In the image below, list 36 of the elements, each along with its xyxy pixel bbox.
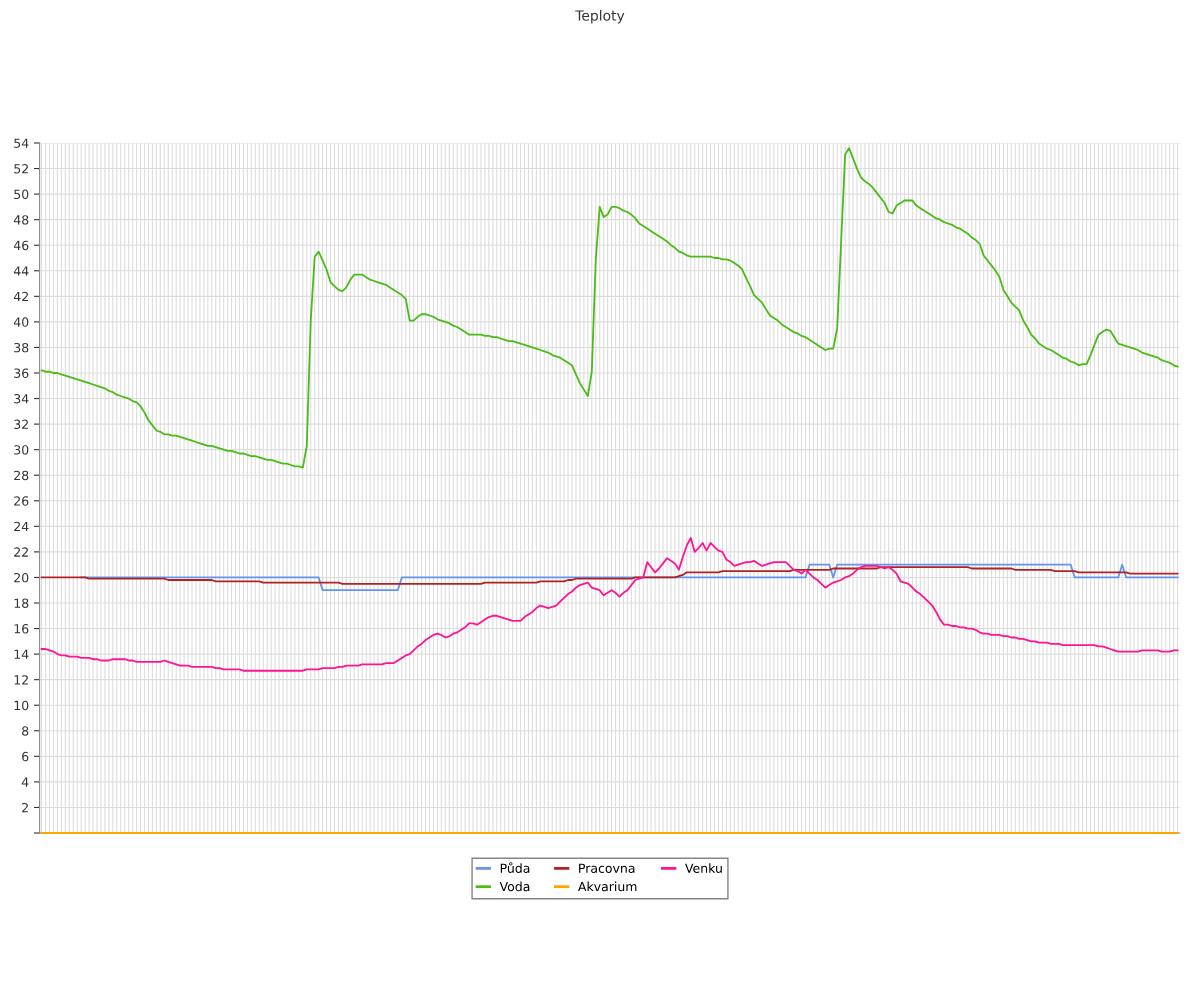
y-tick-label: 50 (14, 189, 29, 200)
y-tick-label: 32 (14, 419, 28, 430)
y-tick-label: 46 (13, 240, 29, 251)
y-tick-label: 20 (14, 572, 29, 583)
y-tick-label: 36 (14, 368, 29, 378)
y-tick-label: 12 (14, 675, 28, 685)
legend-label: Venku (685, 863, 722, 873)
y-tick-label: 40 (13, 317, 29, 327)
y-tick-label: 6 (22, 751, 29, 762)
line-series (40, 147, 1179, 469)
y-tick-label: 4 (21, 777, 29, 787)
y-tick-label: 44 (13, 266, 29, 276)
line-series (40, 566, 1179, 585)
legend-label: Pracovna (579, 863, 635, 873)
y-tick-label: 48 (13, 215, 29, 225)
y-tick-label: 42 (13, 291, 28, 302)
legend-label: Půda (500, 862, 530, 873)
y-tick-label: 24 (14, 521, 29, 532)
y-tick-label: 54 (14, 138, 29, 148)
y-tick-label: 10 (14, 700, 29, 711)
y-tick-label: 8 (22, 726, 29, 736)
y-tick-label: 34 (14, 394, 29, 404)
y-tick-label: 22 (14, 547, 28, 557)
y-tick-label: 52 (14, 164, 28, 174)
legend-label: Akvarium (578, 881, 637, 892)
y-tick-label: 26 (14, 496, 29, 506)
y-tick-label: 38 (14, 342, 29, 353)
y-tick-label: 2 (22, 802, 28, 813)
y-tick-label: 30 (14, 445, 29, 455)
y-tick-label: 28 (14, 470, 29, 481)
legend-label: Voda (499, 881, 530, 892)
y-tick-label: 16 (14, 624, 29, 634)
y-tick-label: 14 (14, 649, 29, 659)
chart-title: Teploty (575, 10, 625, 24)
y-tick-label: 18 (14, 598, 29, 608)
line-series (40, 536, 1179, 672)
